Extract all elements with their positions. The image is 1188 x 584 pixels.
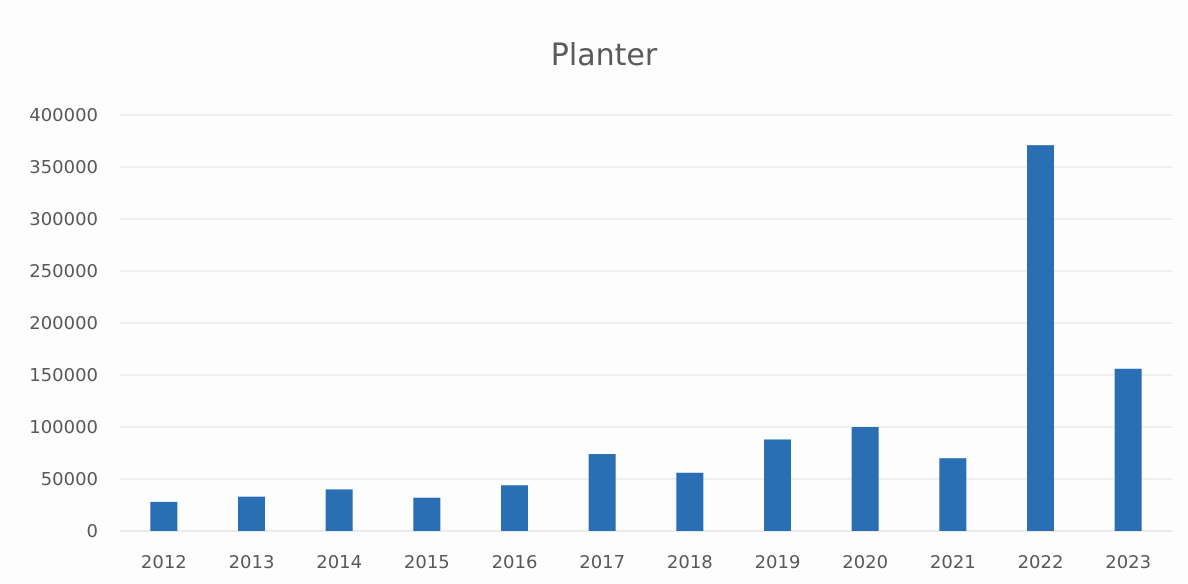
x-tick-label: 2016 bbox=[492, 552, 538, 573]
bar bbox=[501, 485, 528, 531]
bar bbox=[851, 427, 879, 531]
x-tick-label: 2021 bbox=[930, 552, 976, 573]
y-tick-label: 300000 bbox=[29, 209, 98, 230]
x-tick-label: 2022 bbox=[1018, 552, 1064, 573]
y-tick-label: 200000 bbox=[29, 313, 98, 334]
y-tick-label: 350000 bbox=[29, 157, 98, 178]
x-tick-label: 2015 bbox=[404, 552, 450, 573]
x-tick-label: 2020 bbox=[842, 552, 888, 573]
x-tick-label: 2014 bbox=[316, 552, 362, 573]
bar bbox=[150, 501, 178, 531]
bar bbox=[764, 439, 791, 531]
bar bbox=[676, 472, 704, 531]
y-tick-label: 100000 bbox=[29, 417, 98, 438]
bar bbox=[325, 489, 353, 531]
bar bbox=[1027, 145, 1054, 531]
bar bbox=[413, 497, 441, 531]
y-tick-label: 0 bbox=[87, 521, 98, 542]
y-tick-label: 50000 bbox=[41, 469, 98, 490]
chart-title: Planter bbox=[550, 38, 658, 73]
x-tick-label: 2017 bbox=[579, 552, 625, 573]
x-tick-label: 2019 bbox=[755, 552, 801, 573]
bar bbox=[1114, 368, 1142, 531]
x-tick-label: 2012 bbox=[141, 552, 187, 573]
bar bbox=[939, 458, 967, 531]
x-tick-label: 2013 bbox=[229, 552, 275, 573]
bar bbox=[588, 454, 616, 531]
x-tick-label: 2023 bbox=[1105, 552, 1151, 573]
bar bbox=[238, 496, 265, 531]
y-tick-label: 150000 bbox=[29, 365, 98, 386]
y-tick-label: 250000 bbox=[29, 261, 98, 282]
y-tick-label: 400000 bbox=[29, 105, 98, 126]
x-tick-label: 2018 bbox=[667, 552, 713, 573]
